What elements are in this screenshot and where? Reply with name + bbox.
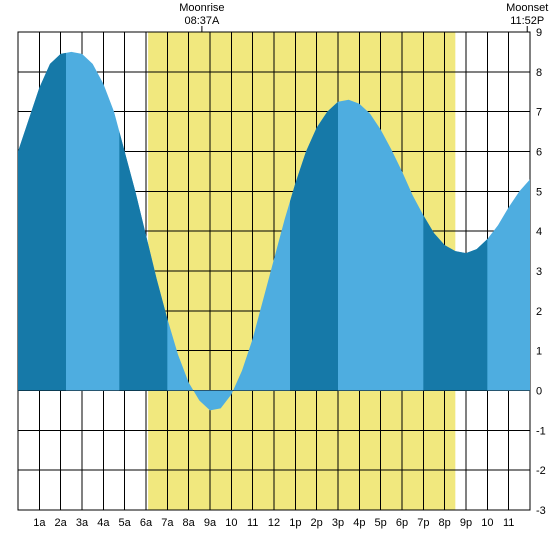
- x-tick-label: 9a: [204, 517, 217, 529]
- x-tick-label: 9p: [460, 517, 472, 529]
- x-tick-label: 3p: [332, 517, 344, 529]
- x-tick-label: 11: [503, 517, 514, 529]
- moonset-label: Moonset11:52P: [497, 2, 550, 28]
- x-tick-label: 2p: [311, 517, 323, 529]
- y-tick-label: 4: [536, 226, 542, 238]
- y-tick-label: -2: [536, 465, 546, 477]
- chart-svg: -3-2-101234567891a2a3a4a5a6a7a8a9a101112…: [0, 0, 550, 550]
- moonrise-label: Moonrise08:37A: [172, 2, 232, 28]
- x-tick-label: 3a: [76, 517, 89, 529]
- x-tick-label: 10: [481, 517, 493, 529]
- x-tick-label: 7p: [417, 517, 429, 529]
- y-tick-label: 3: [536, 266, 542, 278]
- tide-chart: -3-2-101234567891a2a3a4a5a6a7a8a9a101112…: [0, 0, 550, 550]
- x-tick-label: 1p: [289, 517, 301, 529]
- y-tick-label: 0: [536, 386, 542, 398]
- event-name: Moonset: [506, 2, 548, 14]
- y-tick-label: -3: [536, 505, 546, 517]
- y-tick-label: 8: [536, 67, 542, 79]
- y-tick-label: 9: [536, 27, 542, 39]
- x-tick-label: 7a: [161, 517, 174, 529]
- event-time: 11:52P: [497, 15, 550, 28]
- y-tick-label: 2: [536, 306, 542, 318]
- x-tick-label: 6a: [140, 517, 153, 529]
- x-tick-label: 10: [225, 517, 237, 529]
- y-tick-label: 1: [536, 346, 542, 358]
- x-tick-label: 5a: [119, 517, 132, 529]
- x-tick-label: 2a: [55, 517, 68, 529]
- x-tick-label: 4a: [97, 517, 110, 529]
- x-tick-label: 12: [268, 517, 280, 529]
- x-tick-label: 11: [247, 517, 258, 529]
- y-tick-label: 7: [536, 107, 542, 119]
- x-tick-label: 1a: [33, 517, 46, 529]
- event-time: 08:37A: [172, 15, 232, 28]
- event-name: Moonrise: [179, 2, 224, 14]
- x-tick-label: 6p: [396, 517, 408, 529]
- x-tick-label: 5p: [375, 517, 387, 529]
- y-tick-label: 5: [536, 186, 542, 198]
- x-tick-label: 8a: [183, 517, 196, 529]
- x-tick-label: 4p: [353, 517, 365, 529]
- x-tick-label: 8p: [439, 517, 451, 529]
- y-tick-label: 6: [536, 147, 542, 159]
- y-tick-label: -1: [536, 425, 546, 437]
